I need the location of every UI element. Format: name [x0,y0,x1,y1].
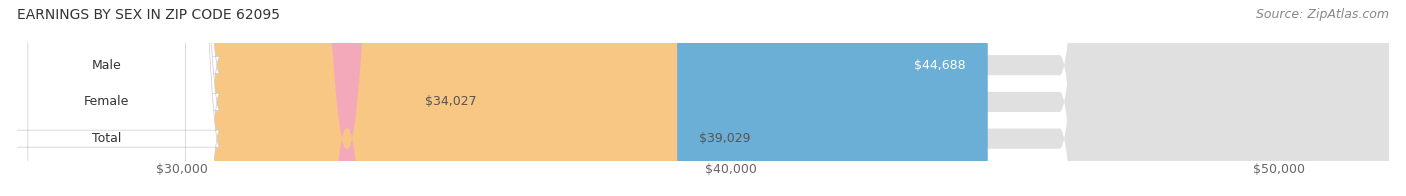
Text: Female: Female [84,95,129,108]
Text: $34,027: $34,027 [425,95,477,108]
FancyBboxPatch shape [0,0,219,196]
Text: $39,029: $39,029 [699,132,751,145]
FancyBboxPatch shape [17,0,988,196]
FancyBboxPatch shape [17,0,1389,196]
FancyBboxPatch shape [17,0,1389,196]
FancyBboxPatch shape [17,0,402,196]
FancyBboxPatch shape [0,0,219,196]
Text: EARNINGS BY SEX IN ZIP CODE 62095: EARNINGS BY SEX IN ZIP CODE 62095 [17,8,280,22]
FancyBboxPatch shape [17,0,678,196]
Text: $44,688: $44,688 [914,59,966,72]
Text: Source: ZipAtlas.com: Source: ZipAtlas.com [1256,8,1389,21]
Text: Male: Male [91,59,122,72]
FancyBboxPatch shape [17,0,1389,196]
FancyBboxPatch shape [0,0,219,196]
Text: Total: Total [91,132,121,145]
